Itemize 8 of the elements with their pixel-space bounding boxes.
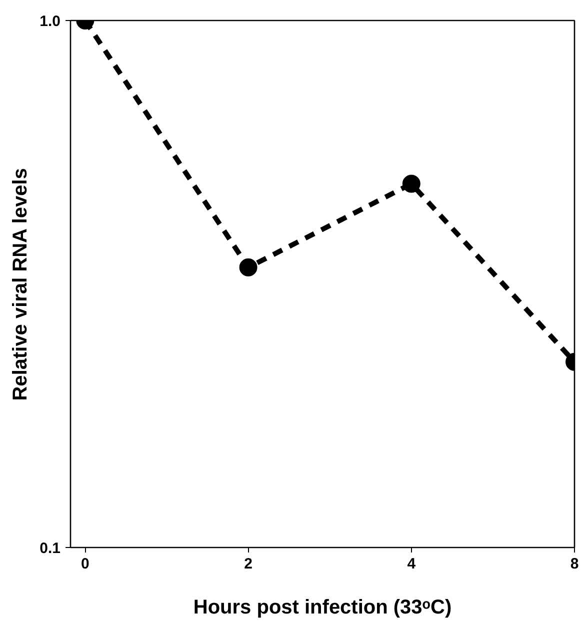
y-tick-label: 1.0 [40, 13, 61, 30]
x-tick-label: 8 [570, 556, 579, 572]
x-tick-label: 0 [81, 556, 90, 572]
x-tick-label: 4 [407, 556, 416, 572]
x-axis-title: Hours post infection (33ᵒC) [193, 596, 452, 618]
x-tick-label: 2 [244, 556, 252, 572]
y-tick-label: 0.1 [40, 540, 61, 557]
y-axis-title: Relative viral RNA levels [10, 168, 32, 401]
